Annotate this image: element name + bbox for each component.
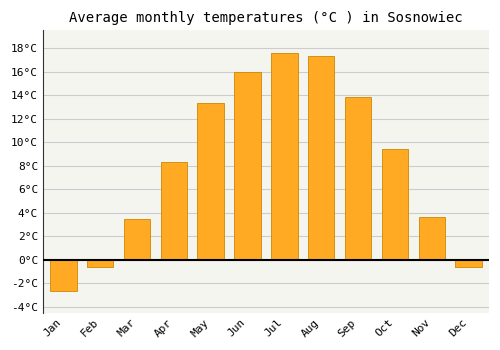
Bar <box>308 56 334 260</box>
Bar <box>160 162 187 260</box>
Bar <box>271 53 297 260</box>
Bar <box>418 217 445 260</box>
Bar <box>234 72 261 260</box>
Bar <box>456 260 482 267</box>
Bar <box>345 97 372 260</box>
Bar <box>198 103 224 260</box>
Bar <box>50 260 76 292</box>
Bar <box>382 149 408 260</box>
Bar <box>87 260 114 267</box>
Bar <box>124 218 150 260</box>
Title: Average monthly temperatures (°C ) in Sosnowiec: Average monthly temperatures (°C ) in So… <box>69 11 462 25</box>
